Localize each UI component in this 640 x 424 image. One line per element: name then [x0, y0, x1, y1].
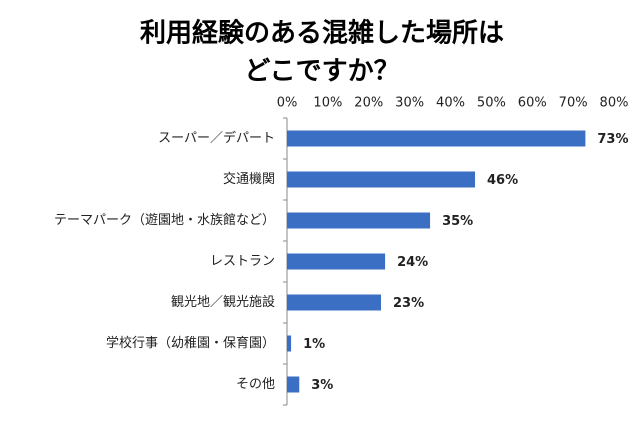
y-tick-label: 観光地／観光施設: [171, 294, 275, 310]
bar: [287, 212, 431, 229]
x-tick-label: 80%: [600, 96, 629, 111]
chart-title: どこですか？: [244, 57, 399, 87]
bar: [287, 171, 476, 188]
y-tick-label: レストラン: [210, 254, 275, 269]
x-tick-label: 10%: [313, 96, 342, 111]
bar: [287, 130, 586, 147]
y-tick-label: テーマパーク（遊園地・水族館など）: [54, 212, 275, 228]
y-tick-label: 学校行事（幼稚園・保育園）: [106, 335, 275, 351]
y-tick-label: 交通機関: [223, 171, 275, 187]
bar: [287, 335, 292, 352]
value-label: 24%: [397, 255, 428, 270]
x-tick-label: 40%: [436, 96, 465, 111]
bar: [287, 294, 382, 311]
bar: [287, 376, 300, 393]
value-label: 46%: [487, 173, 518, 188]
x-tick-label: 20%: [354, 96, 383, 111]
value-label: 1%: [303, 337, 325, 352]
y-tick-label: その他: [236, 377, 275, 392]
chart-title: 利用経験のある混雑した場所は: [140, 18, 504, 49]
y-tick-label: スーパー／デパート: [158, 130, 275, 146]
x-tick-label: 70%: [559, 96, 588, 111]
x-tick-label: 0%: [277, 96, 298, 111]
bar: [287, 253, 386, 270]
x-tick-label: 50%: [477, 96, 506, 111]
value-label: 35%: [442, 214, 473, 229]
value-label: 23%: [393, 296, 424, 311]
value-label: 73%: [597, 132, 628, 147]
value-label: 3%: [311, 378, 333, 393]
x-tick-label: 60%: [518, 96, 547, 111]
x-tick-label: 30%: [395, 96, 424, 111]
